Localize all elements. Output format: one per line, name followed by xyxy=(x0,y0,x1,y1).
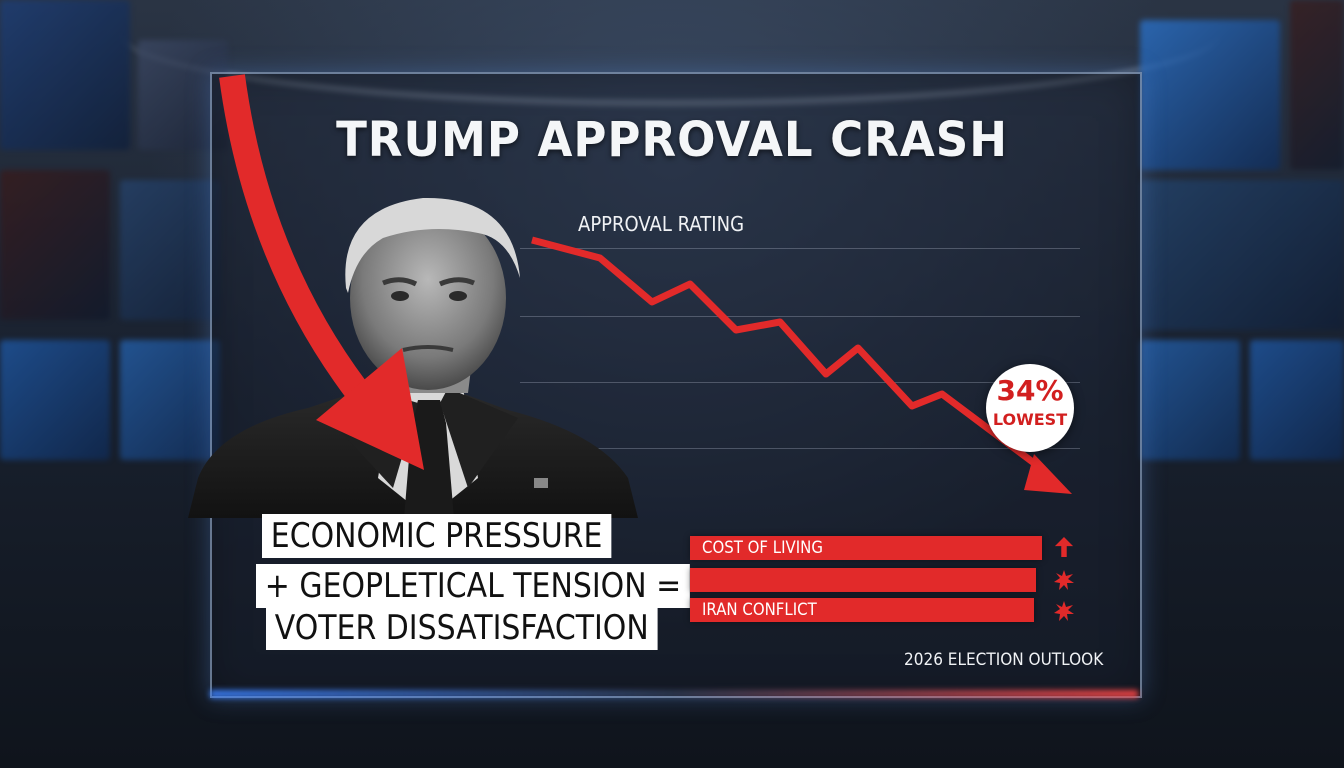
gridline xyxy=(520,448,1080,449)
headline: TRUMP APPROVAL CRASH xyxy=(336,112,1008,168)
background-monitor xyxy=(0,340,110,460)
badge-label: LOWEST xyxy=(992,410,1068,429)
background-monitor xyxy=(138,40,228,150)
background-monitor xyxy=(120,180,220,320)
factor-label: COST OF LIVING xyxy=(702,538,823,558)
election-outlook-label: 2026 ELECTION OUTLOOK xyxy=(904,650,1104,670)
background-monitor xyxy=(120,340,220,460)
factor-bar-iran-conflict: IRAN CONFLICT xyxy=(690,598,1034,622)
factor-label: IRAN CONFLICT xyxy=(702,600,817,620)
statement-line-3: VOTER DISSATISFACTION xyxy=(266,606,658,650)
background-monitor xyxy=(0,170,110,320)
background-monitor xyxy=(1290,0,1344,170)
lowest-rating-badge: 34% LOWEST xyxy=(986,364,1074,452)
background-monitor xyxy=(1140,340,1240,460)
background-monitor xyxy=(1140,180,1344,330)
gridline xyxy=(520,382,1080,383)
statement-line-1: ECONOMIC PRESSURE xyxy=(262,514,612,558)
factor-bar xyxy=(690,568,1036,592)
panel-glow xyxy=(210,690,1138,698)
explosion-icon xyxy=(1054,601,1074,621)
factor-bar-cost-of-living: COST OF LIVING xyxy=(690,536,1042,560)
explosion-icon xyxy=(1054,570,1074,590)
background-monitor xyxy=(0,0,130,150)
chart-label: APPROVAL RATING xyxy=(578,212,745,236)
gridline xyxy=(520,248,1080,249)
statement-line-2: + GEOPLETICAL TENSION = xyxy=(256,564,690,608)
background-monitor xyxy=(1140,20,1280,170)
gridline xyxy=(520,316,1080,317)
ceiling-arc xyxy=(120,0,1220,106)
badge-value: 34% xyxy=(996,374,1064,407)
background-monitor xyxy=(1250,340,1344,460)
up-arrow-icon xyxy=(1054,537,1074,557)
